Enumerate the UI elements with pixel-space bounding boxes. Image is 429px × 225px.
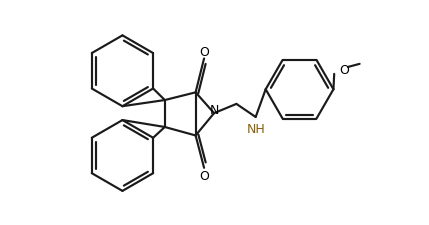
Text: NH: NH [247,123,266,136]
Text: N: N [210,103,220,116]
Text: O: O [199,45,209,58]
Text: O: O [199,169,209,182]
Text: O: O [339,63,349,76]
